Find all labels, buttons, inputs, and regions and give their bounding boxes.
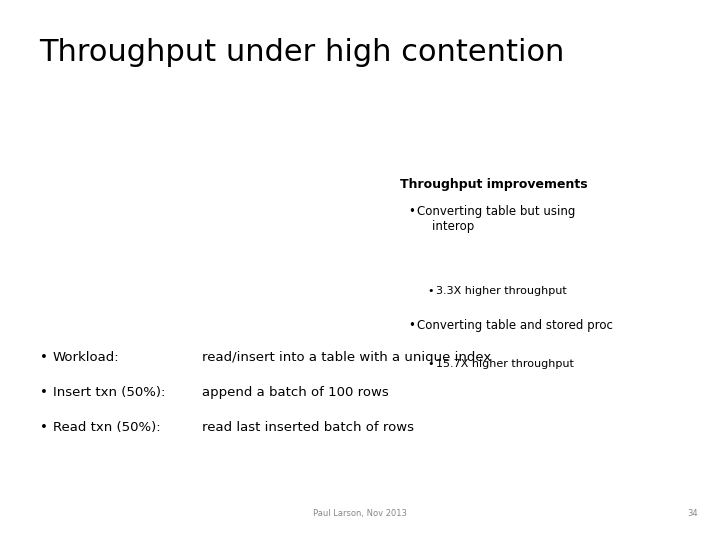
- Text: •: •: [40, 351, 48, 364]
- Text: read last inserted batch of rows: read last inserted batch of rows: [202, 421, 413, 434]
- Text: Throughput under high contention: Throughput under high contention: [40, 38, 565, 67]
- Text: Read txn (50%):: Read txn (50%):: [53, 421, 160, 434]
- Text: Paul Larson, Nov 2013: Paul Larson, Nov 2013: [313, 509, 407, 518]
- Text: 34: 34: [688, 509, 698, 518]
- Text: append a batch of 100 rows: append a batch of 100 rows: [202, 386, 388, 399]
- Text: read/insert into a table with a unique index: read/insert into a table with a unique i…: [202, 351, 491, 364]
- Text: Converting table and stored proc: Converting table and stored proc: [417, 319, 613, 332]
- Text: •: •: [408, 319, 415, 332]
- Text: •: •: [427, 359, 433, 369]
- Text: Converting table but using
    interop: Converting table but using interop: [417, 205, 575, 233]
- Text: •: •: [408, 205, 415, 218]
- Text: Insert txn (50%):: Insert txn (50%):: [53, 386, 165, 399]
- Text: Throughput improvements: Throughput improvements: [400, 178, 588, 191]
- Text: •: •: [40, 386, 48, 399]
- Text: •: •: [40, 421, 48, 434]
- Text: 3.3X higher throughput: 3.3X higher throughput: [436, 286, 567, 296]
- Text: 15.7X higher throughput: 15.7X higher throughput: [436, 359, 573, 369]
- Text: •: •: [427, 286, 433, 296]
- Text: Workload:: Workload:: [53, 351, 120, 364]
